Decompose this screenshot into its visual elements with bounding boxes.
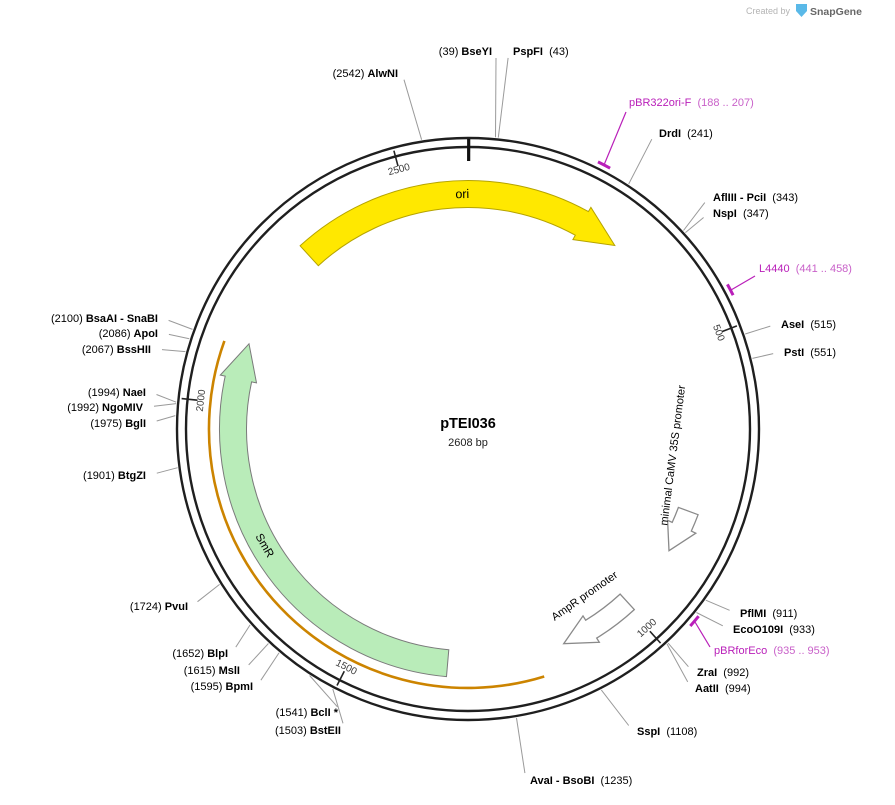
enzyme-leader-ngomiv <box>154 404 176 407</box>
scale-label-500: 500 <box>710 323 726 343</box>
enzyme-label-bsteii: (1503) BstEII <box>275 725 341 737</box>
enzyme-label-pspfi: PspFI (43) <box>513 46 569 58</box>
plasmid-name: pTEI036 <box>440 416 496 432</box>
enzyme-label-bcli: (1541) BclI * <box>276 707 339 719</box>
enzyme-leader-pvui <box>198 584 220 601</box>
enzyme-label-bgli: (1975) BglI <box>90 418 146 430</box>
enzyme-leader-alwni <box>404 80 422 140</box>
primer-label-pbrforeco: pBRforEco (935 .. 953) <box>714 645 830 657</box>
primer-leader-pbrforeco <box>695 622 710 647</box>
snapgene-logo-icon <box>796 4 807 17</box>
enzyme-label-blpi: (1652) BlpI <box>172 648 228 660</box>
enzyme-label-pvui: (1724) PvuI <box>130 601 188 613</box>
created-by-text: Created by <box>746 6 791 16</box>
enzyme-leader-bsaai-snabi <box>169 320 193 329</box>
primer-label-pbr322ori-f: pBR322ori-F (188 .. 207) <box>629 97 754 109</box>
enzyme-label-drdi: DrdI (241) <box>659 128 713 140</box>
scale-label-2000: 2000 <box>195 389 208 413</box>
enzyme-leader-sspi <box>601 690 628 726</box>
enzyme-label-ngomiv: (1992) NgoMIV <box>67 402 143 414</box>
enzyme-label-nspi: NspI (347) <box>713 208 769 220</box>
enzyme-label-asei: AseI (515) <box>781 319 836 331</box>
enzyme-leader-pspfi <box>498 58 508 138</box>
primer-mark-pbr322ori-f <box>598 162 610 168</box>
enzyme-label-apoi: (2086) ApoI <box>99 328 158 340</box>
primer-leader-pbr322ori-f <box>604 112 626 165</box>
primer-label-l4440: L4440 (441 .. 458) <box>759 263 852 275</box>
plasmid-length: 2608 bp <box>448 437 488 449</box>
scale-label-2500: 2500 <box>387 162 412 178</box>
feature-minimal-camv-35s-promoter <box>668 507 699 550</box>
enzyme-leader-psti <box>752 354 773 359</box>
enzyme-leader-afliii-pcii <box>684 203 705 231</box>
enzyme-label-bseyi: (39) BseYI <box>439 46 492 58</box>
enzyme-label-psti: PstI (551) <box>784 347 836 359</box>
enzyme-label-aatii: AatII (994) <box>695 683 751 695</box>
enzyme-leader-blpi <box>236 625 250 647</box>
enzyme-label-bpmi: (1595) BpmI <box>191 681 253 693</box>
enzyme-label-pflmi: PflMI (911) <box>740 608 797 620</box>
enzyme-label-naei: (1994) NaeI <box>88 387 146 399</box>
enzyme-leader-asei <box>745 326 770 334</box>
enzyme-leader-drdi <box>629 139 652 184</box>
branding: Created by SnapGene <box>746 4 862 18</box>
enzyme-label-zrai: ZraI (992) <box>697 667 749 679</box>
enzyme-leader-bgli <box>157 416 176 421</box>
enzyme-label-alwni: (2542) AlwNI <box>333 68 398 80</box>
enzyme-leader-ecoo109i <box>696 613 722 626</box>
feature-label-ori: ori <box>455 187 469 201</box>
enzyme-label-sspi: SspI (1108) <box>637 726 697 738</box>
enzyme-label-msli: (1615) MslI <box>184 665 240 677</box>
enzyme-leader-bseyi <box>496 58 497 137</box>
primer-leader-l4440 <box>731 276 755 290</box>
enzyme-leader-avai-bsobi <box>517 718 525 773</box>
enzyme-label-ecoo109i: EcoO109I (933) <box>733 624 815 636</box>
scale-label-1000: 1000 <box>635 616 659 639</box>
enzyme-leader-naei <box>157 395 177 403</box>
enzyme-leader-pflmi <box>706 600 730 610</box>
enzyme-leader-zrai <box>668 643 688 667</box>
feature-label-minimal-camv-35s-promoter: minimal CaMV 35S promoter <box>658 384 688 526</box>
enzyme-leader-bpmi <box>261 653 279 680</box>
enzyme-label-avai-bsobi: AvaI - BsoBI (1235) <box>530 775 632 787</box>
enzyme-label-btgzi: (1901) BtgZI <box>83 470 146 482</box>
primer-mark-pbrforeco <box>690 616 698 626</box>
enzyme-leader-msli <box>249 644 269 665</box>
enzyme-label-bsaai-snabi: (2100) BsaAI - SnaBI <box>51 313 158 325</box>
enzyme-label-afliii-pcii: AflIII - PciI (343) <box>713 192 798 204</box>
snapgene-logo-text: SnapGene <box>810 6 862 18</box>
enzyme-leader-btgzi <box>157 468 178 474</box>
enzyme-label-bsshii: (2067) BssHII <box>82 344 151 356</box>
enzyme-leader-apoi <box>169 334 189 338</box>
scale-label-1500: 1500 <box>334 658 359 678</box>
enzyme-leader-bsshii <box>162 350 185 352</box>
